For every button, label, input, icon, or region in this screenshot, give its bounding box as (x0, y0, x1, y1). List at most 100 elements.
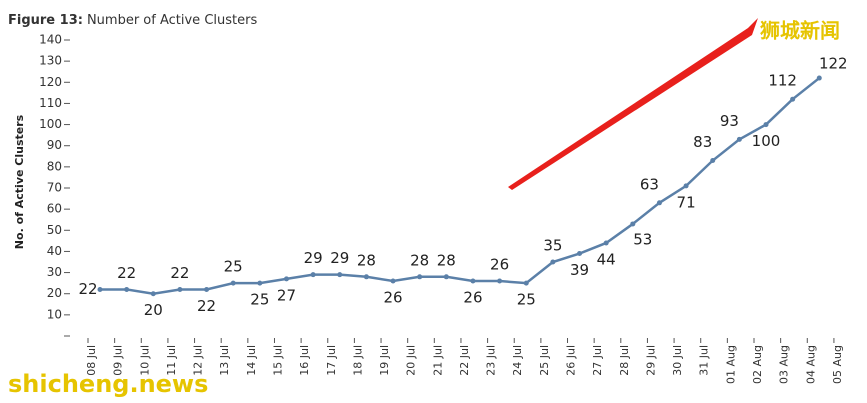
point (97, 286, 103, 292)
y-tick-label: 90 (47, 138, 62, 152)
arrow (508, 18, 758, 190)
x-tick-label: 20 Jul (405, 345, 418, 376)
data-label: 39 (570, 261, 589, 279)
point (470, 278, 476, 284)
y-tick-label: 80 (47, 159, 62, 173)
figure-label: Figure 13: (8, 13, 83, 28)
point (150, 291, 156, 297)
y-axis-label: No. of Active Clusters (13, 114, 26, 249)
watermark-en: shicheng.news (8, 370, 208, 398)
x-tick-label: 29 Jul (644, 345, 657, 376)
y-tick-label: 70 (47, 181, 62, 195)
point (710, 158, 716, 164)
point (577, 251, 583, 257)
data-label: 25 (224, 258, 243, 276)
data-label: 63 (640, 175, 659, 193)
point (363, 274, 369, 280)
point (736, 136, 742, 142)
point (656, 200, 662, 206)
data-label: 44 (597, 250, 616, 268)
data-label: 53 (633, 230, 652, 248)
x-tick-label: 09 Jul (112, 345, 125, 376)
data-label: 93 (720, 112, 739, 130)
data-label: 26 (463, 289, 482, 307)
data-label: 22 (117, 264, 136, 282)
data-label: 28 (357, 251, 376, 269)
x-tick-label: 05 Aug (831, 345, 844, 384)
x-tick-label: 15 Jul (271, 345, 284, 376)
x-tick-label: 26 Jul (565, 345, 578, 376)
point (124, 286, 130, 292)
y-tick-label: 120 (39, 75, 62, 89)
data-label: 122 (819, 55, 848, 73)
chart-title: Figure 13: Number of Active Clusters (8, 13, 257, 28)
point (230, 280, 236, 286)
x-tick-label: 25 Jul (538, 345, 551, 376)
y-tick-label: 20 (47, 286, 62, 300)
point (443, 274, 449, 280)
point (310, 272, 316, 278)
y-tick-label: 140 (39, 33, 62, 47)
y-tick-label: 30 (47, 265, 62, 279)
data-label: 100 (752, 132, 781, 150)
data-label: 71 (677, 193, 696, 211)
y-tick-label: 130 (39, 54, 62, 68)
y-tick-label: 100 (39, 117, 62, 131)
x-tick-label: 19 Jul (378, 345, 391, 376)
point (630, 221, 636, 227)
x-tick-label: 14 Jul (245, 345, 258, 376)
point (683, 183, 689, 189)
data-label: 25 (517, 291, 536, 309)
y-tick-label: 110 (39, 96, 62, 110)
point (390, 278, 396, 284)
title-text: Number of Active Clusters (87, 13, 258, 28)
x-tick-label: 10 Jul (138, 345, 151, 376)
data-label: 28 (410, 251, 429, 269)
x-tick-label: 03 Aug (778, 345, 791, 384)
x-tick-label: 22 Jul (458, 345, 471, 376)
x-tick-label: 30 Jul (671, 345, 684, 376)
data-label: 83 (693, 133, 712, 151)
point (763, 122, 769, 128)
data-label: 26 (490, 256, 509, 274)
point (283, 276, 289, 282)
data-label: 22 (170, 264, 189, 282)
point (603, 240, 609, 246)
point (417, 274, 423, 280)
x-tick-label: 11 Jul (165, 345, 178, 376)
data-label: 28 (437, 251, 456, 269)
y-tick-label: 40 (47, 244, 62, 258)
data-label: 22 (78, 280, 97, 298)
y-tick-label: 60 (47, 202, 62, 216)
data-label: 29 (304, 249, 323, 267)
point (497, 278, 503, 284)
y-tick-label: 50 (47, 223, 62, 237)
x-tick-label: 21 Jul (431, 345, 444, 376)
data-label: 27 (277, 286, 296, 304)
point (204, 286, 210, 292)
point (523, 280, 529, 286)
x-tick-label: 08 Jul (85, 345, 98, 376)
x-tick-label: 13 Jul (218, 345, 231, 376)
point (257, 280, 263, 286)
x-tick-label: 16 Jul (298, 345, 311, 376)
point (790, 96, 796, 102)
data-label: 22 (197, 297, 216, 315)
point (816, 75, 822, 81)
x-tick-label: 04 Aug (804, 345, 817, 384)
x-tick-label: 02 Aug (751, 345, 764, 384)
data-label: 26 (383, 289, 402, 307)
watermark-cn: 狮城新闻 (760, 19, 840, 43)
point (550, 259, 556, 265)
x-tick-label: 28 Jul (618, 345, 631, 376)
line (100, 77, 821, 295)
x-tick-label: 31 Jul (698, 345, 711, 376)
data-label: 20 (144, 301, 163, 319)
y-tick-label: 10 (47, 307, 62, 321)
x-tick-label: 17 Jul (325, 345, 338, 376)
data-label: 25 (250, 291, 269, 309)
x-tick-label: 12 Jul (192, 345, 205, 376)
x-tick-label: 18 Jul (351, 345, 364, 376)
